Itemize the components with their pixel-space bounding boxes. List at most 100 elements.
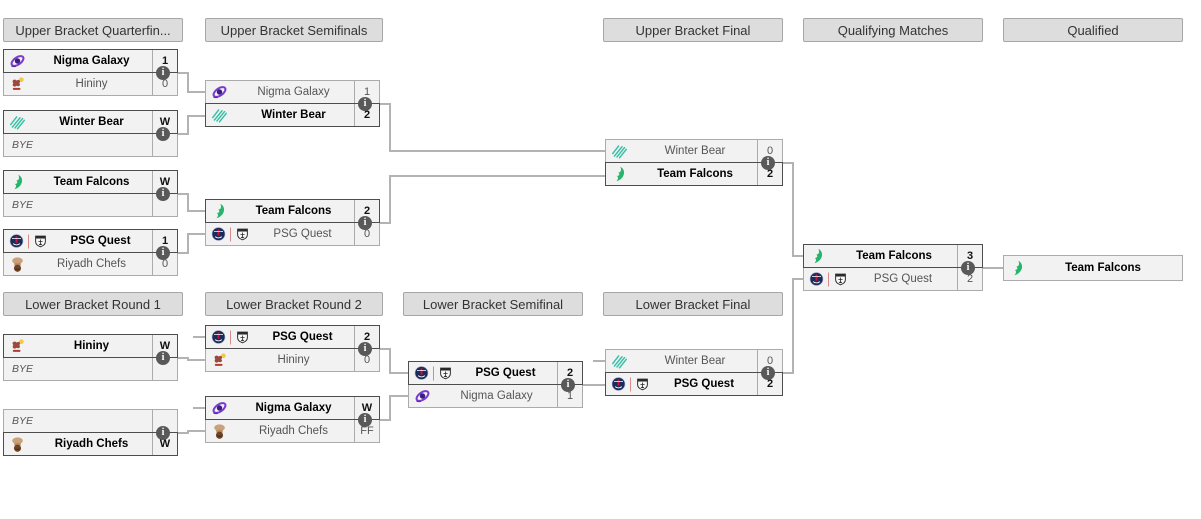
riyadh-chefs-icon[interactable] [9, 256, 26, 273]
team-name-link[interactable]: Riyadh Chefs [54, 438, 129, 450]
team-name-link[interactable]: Nigma Galaxy [460, 390, 533, 402]
team-row: Hininy W [3, 334, 178, 358]
round-header-lb-semifinal: Lower Bracket Semifinal [403, 292, 583, 316]
team-name-link[interactable]: PSG Quest [273, 228, 332, 240]
match-info-icon[interactable]: i [358, 96, 372, 111]
match-info-icon[interactable]: i [156, 245, 170, 260]
team-name-link[interactable]: Winter Bear [261, 109, 326, 121]
round-header-ub-semifinals: Upper Bracket Semifinals [205, 18, 383, 42]
psg-quest-icon[interactable] [9, 234, 48, 249]
team-row: Hininy 0 [3, 72, 178, 96]
team-score: 0 [757, 350, 782, 372]
nigma-galaxy-icon[interactable] [211, 84, 228, 101]
team-name-link[interactable]: PSG Quest [70, 235, 131, 247]
logo-separator [28, 234, 29, 248]
team-score: 2 [757, 373, 782, 395]
team-score [152, 194, 177, 216]
team-row: Nigma Galaxy 1 [3, 49, 178, 73]
riyadh-chefs-icon[interactable] [211, 423, 228, 440]
team-name-link[interactable]: Team Falcons [856, 250, 932, 262]
team-name-link[interactable]: Team Falcons [1065, 262, 1141, 274]
winter-bear-icon[interactable] [611, 353, 628, 370]
team-name-link[interactable]: Winter Bear [664, 145, 726, 157]
riyadh-chefs-icon[interactable] [9, 436, 26, 453]
team-name-link[interactable]: PSG Quest [475, 367, 536, 379]
round-header-qualifying-matches: Qualifying Matches [803, 18, 983, 42]
winter-bear-icon[interactable] [611, 143, 628, 160]
match-lb-round1-2: BYE Riyadh Chefs W i [3, 409, 178, 456]
team-falcons-icon[interactable] [611, 166, 628, 183]
team-falcons-icon[interactable] [809, 248, 826, 265]
match-info-icon[interactable]: i [156, 65, 170, 80]
psg-quest-icon[interactable] [211, 227, 250, 242]
team-score: 0 [354, 223, 379, 245]
nigma-galaxy-icon[interactable] [211, 400, 228, 417]
match-lb-semifinal: PSG Quest 2 Nigma Galaxy 1 i [408, 361, 583, 408]
bye-label: BYE [12, 363, 34, 375]
team-name-link[interactable]: Hininy [277, 354, 310, 366]
team-row: PSG Quest 2 [408, 361, 583, 385]
team-name-link[interactable]: Team Falcons [255, 205, 332, 217]
winter-bear-icon[interactable] [211, 107, 228, 124]
team-score: 0 [757, 140, 782, 162]
team-falcons-icon[interactable] [1009, 260, 1026, 277]
match-info-icon[interactable]: i [561, 377, 575, 392]
team-row: PSG Quest 2 [205, 325, 380, 349]
team-name-link[interactable]: Team Falcons [53, 176, 130, 188]
psg-quest-icon[interactable] [414, 366, 453, 381]
team-name-link[interactable]: Winter Bear [664, 355, 726, 367]
round-header-qualified: Qualified [1003, 18, 1183, 42]
team-name-link[interactable]: PSG Quest [272, 331, 333, 343]
psg-quest-icon[interactable] [809, 272, 848, 287]
team-name-link[interactable]: Nigma Galaxy [53, 55, 130, 67]
match-info-icon[interactable]: i [358, 215, 372, 230]
team-row: Winter Bear 0 [605, 349, 783, 373]
match-ub-semifinal-1: Nigma Galaxy 1 Winter Bear 2 i [205, 80, 380, 127]
team-score: W [152, 335, 177, 357]
hininy-icon[interactable] [9, 338, 26, 355]
team-name-link[interactable]: PSG Quest [673, 378, 735, 390]
team-name-link[interactable]: Winter Bear [59, 116, 124, 128]
match-ub-quarterfinal-4: PSG Quest 1 Riyadh Chefs 0 i [3, 229, 178, 276]
team-name-link[interactable]: Hininy [75, 78, 108, 90]
match-info-icon[interactable]: i [358, 341, 372, 356]
team-score: 0 [152, 73, 177, 95]
team-row: Riyadh Chefs 0 [3, 252, 178, 276]
hininy-icon[interactable] [211, 352, 228, 369]
team-score: 1 [354, 81, 379, 103]
team-name-link[interactable]: Nigma Galaxy [257, 86, 330, 98]
team-name-link[interactable]: Team Falcons [657, 168, 733, 180]
nigma-galaxy-icon[interactable] [414, 388, 431, 405]
team-score: 2 [354, 200, 379, 222]
team-score: 2 [557, 362, 582, 384]
team-name-link[interactable]: PSG Quest [873, 273, 933, 285]
winter-bear-icon[interactable] [9, 114, 26, 131]
team-falcons-icon[interactable] [9, 174, 26, 191]
team-falcons-icon[interactable] [211, 203, 228, 220]
match-info-icon[interactable]: i [961, 260, 975, 275]
match-info-icon[interactable]: i [761, 365, 775, 380]
team-row: Nigma Galaxy 1 [205, 80, 380, 104]
logo-separator [630, 377, 631, 391]
match-info-icon[interactable]: i [156, 126, 170, 141]
team-score: 1 [152, 230, 177, 252]
match-info-icon[interactable]: i [156, 186, 170, 201]
team-name-link[interactable]: Riyadh Chefs [56, 258, 127, 270]
round-header-ub-quarterfinals: Upper Bracket Quarterfin... [3, 18, 183, 42]
team-name-link[interactable]: Hininy [73, 340, 110, 352]
psg-quest-icon[interactable] [211, 330, 250, 345]
match-info-icon[interactable]: i [761, 155, 775, 170]
match-lb-round1-1: Hininy W BYE i [3, 334, 178, 381]
match-info-icon[interactable]: i [358, 412, 372, 427]
team-row: Nigma Galaxy W [205, 396, 380, 420]
match-info-icon[interactable]: i [156, 425, 170, 440]
hininy-icon[interactable] [9, 76, 26, 93]
team-score [152, 358, 177, 380]
team-name-link[interactable]: Riyadh Chefs [258, 425, 329, 437]
team-name-link[interactable]: Nigma Galaxy [255, 402, 332, 414]
nigma-galaxy-icon[interactable] [9, 53, 26, 70]
match-info-icon[interactable]: i [156, 350, 170, 365]
team-row: Team Falcons 2 [205, 199, 380, 223]
psg-quest-icon[interactable] [611, 377, 650, 392]
match-ub-quarterfinal-1: Nigma Galaxy 1 Hininy 0 i [3, 49, 178, 96]
